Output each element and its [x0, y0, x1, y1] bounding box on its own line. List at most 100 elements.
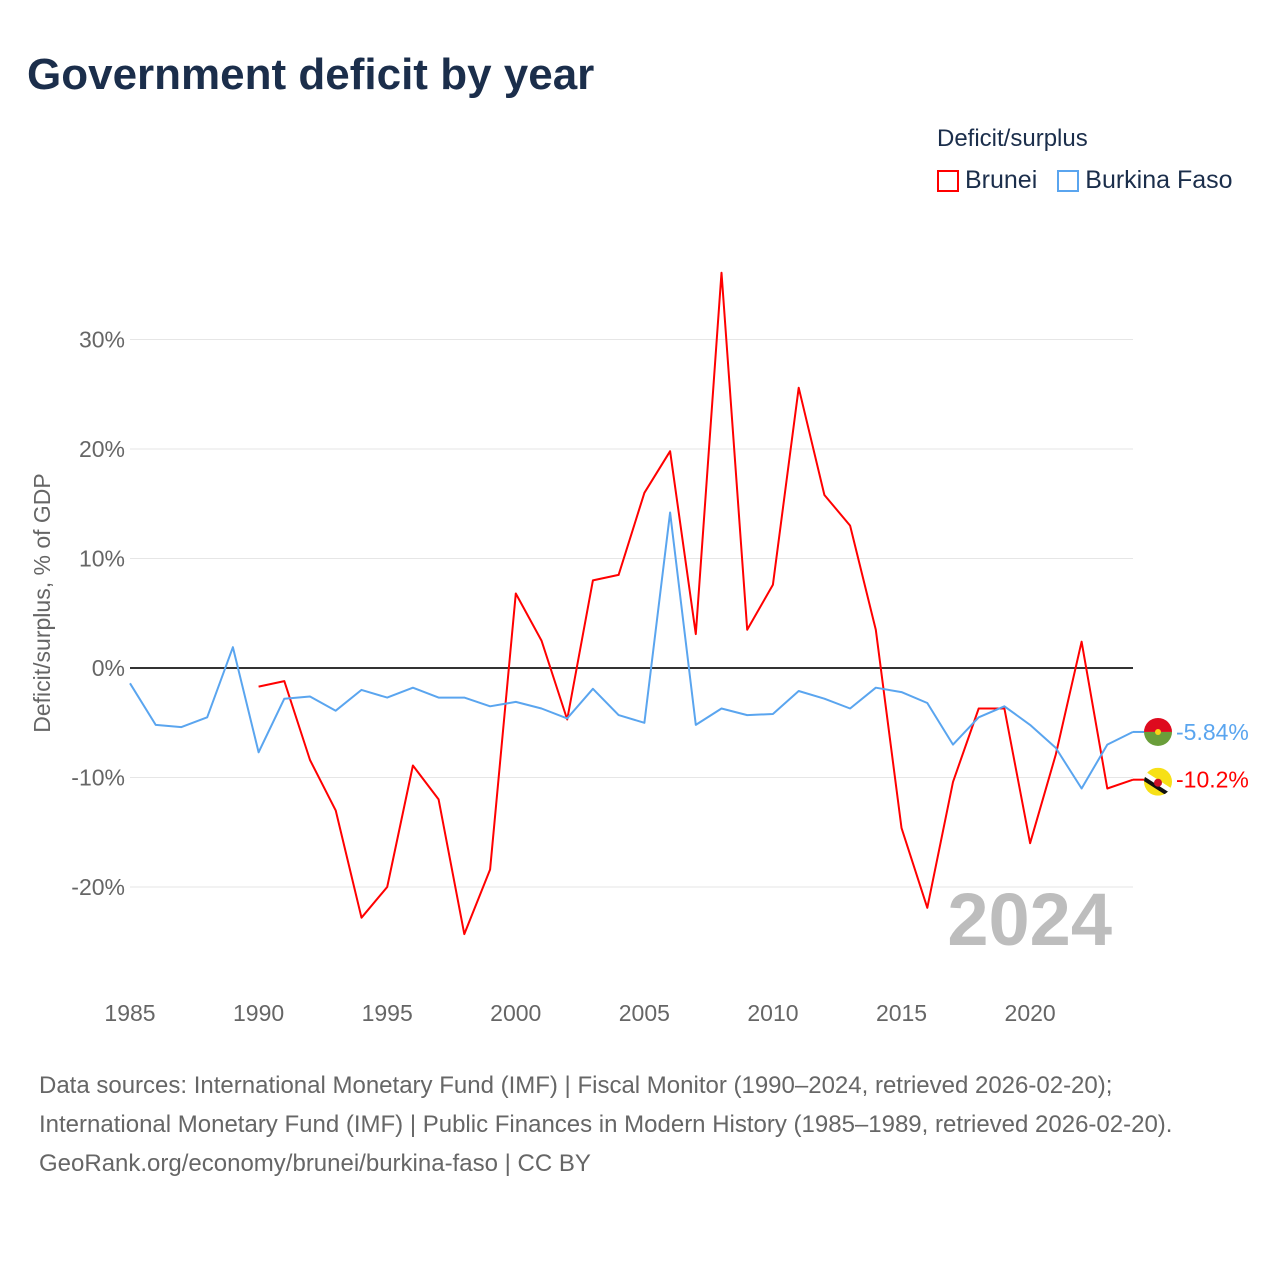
- legend-title: Deficit/surplus: [937, 125, 1088, 152]
- data-point: [153, 722, 158, 727]
- data-point: [488, 704, 493, 709]
- y-tick-label: -10%: [71, 765, 125, 791]
- data-point: [436, 797, 441, 802]
- data-point: [333, 708, 338, 713]
- data-point: [539, 638, 544, 643]
- end-value-label: -5.84%: [1176, 719, 1249, 745]
- data-point: [282, 679, 287, 684]
- data-point: [719, 270, 724, 275]
- data-point: [873, 627, 878, 632]
- data-point: [976, 706, 981, 711]
- data-point: [333, 808, 338, 813]
- data-point: [668, 510, 673, 515]
- burkina-faso-flag-icon: [1144, 717, 1172, 746]
- data-point: [565, 716, 570, 721]
- data-point: [410, 763, 415, 768]
- x-tick-label: 1985: [104, 1000, 155, 1026]
- data-point: [1105, 742, 1110, 747]
- legend-swatch-burkina-faso: [1057, 169, 1080, 192]
- data-point: [719, 706, 724, 711]
- data-point: [899, 825, 904, 830]
- data-point: [410, 685, 415, 690]
- x-tick-label: 2000: [490, 1000, 541, 1026]
- data-point: [668, 449, 673, 454]
- x-tick-label: 2015: [876, 1000, 927, 1026]
- data-point: [513, 699, 518, 704]
- data-point: [1079, 786, 1084, 791]
- data-point: [1028, 841, 1033, 846]
- series-line-brunei: [258, 271, 1134, 936]
- x-tick-label: 1990: [233, 1000, 284, 1026]
- data-point: [1053, 745, 1058, 750]
- data-point: [770, 711, 775, 716]
- data-point: [359, 915, 364, 920]
- end-value-label: -10.2%: [1176, 767, 1249, 793]
- legend-swatch-brunei: [937, 169, 959, 192]
- y-tick-label: 0%: [92, 655, 125, 681]
- data-point: [770, 582, 775, 587]
- data-point: [745, 713, 750, 718]
- data-point: [925, 905, 930, 910]
- y-tick-label: 20%: [79, 436, 125, 462]
- data-point: [436, 695, 441, 700]
- data-point: [462, 932, 467, 937]
- legend-label: Burkina Faso: [1085, 166, 1233, 194]
- data-point: [1079, 639, 1084, 644]
- chart-title: Government deficit by year: [27, 50, 595, 99]
- data-point: [873, 685, 878, 690]
- x-tick-label: 2005: [619, 1000, 670, 1026]
- data-point: [642, 490, 647, 495]
- x-tick-label: 2020: [1005, 1000, 1056, 1026]
- credit-link[interactable]: GeoRank.org/economy/brunei/burkina-faso …: [39, 1150, 591, 1177]
- data-point: [616, 713, 621, 718]
- legend-item-brunei[interactable]: Brunei: [937, 166, 1037, 195]
- legend-item-burkina-faso[interactable]: Burkina Faso: [1057, 166, 1233, 195]
- data-point: [539, 706, 544, 711]
- data-point: [745, 627, 750, 632]
- series-line-burkina-faso: [129, 511, 1134, 790]
- data-point: [179, 725, 184, 730]
- data-point: [925, 701, 930, 706]
- data-point: [796, 688, 801, 693]
- data-point: [590, 686, 595, 691]
- data-point: [256, 750, 261, 755]
- brunei-flag-icon: [1144, 767, 1172, 796]
- y-tick-label: 30%: [79, 327, 125, 353]
- data-point: [950, 742, 955, 747]
- data-point: [848, 523, 853, 528]
- year-watermark: 2024: [947, 878, 1112, 961]
- data-point: [1028, 722, 1033, 727]
- data-point: [462, 695, 467, 700]
- data-point: [385, 885, 390, 890]
- y-axis-label: Deficit/surplus, % of GDP: [29, 473, 55, 732]
- line-chart: 2024 30% 20% 10% 0% -10% -20% 1985 1990 1995 2000 2…: [29, 270, 1249, 1026]
- data-point: [513, 591, 518, 596]
- y-tick-label: -20%: [71, 874, 125, 900]
- data-point: [1053, 752, 1058, 757]
- data-point: [822, 492, 827, 497]
- data-point: [693, 722, 698, 727]
- legend: Brunei Burkina Faso: [937, 166, 1233, 195]
- data-point: [385, 695, 390, 700]
- x-tick-label: 2010: [747, 1000, 798, 1026]
- data-point: [256, 684, 261, 689]
- data-point: [642, 720, 647, 725]
- data-point: [796, 385, 801, 390]
- data-point: [950, 779, 955, 784]
- data-sources: Data sources: International Monetary Fun…: [39, 1072, 1173, 1138]
- data-point: [899, 690, 904, 695]
- x-tick-label: 1995: [362, 1000, 413, 1026]
- data-point: [976, 715, 981, 720]
- data-point: [205, 715, 210, 720]
- data-point: [590, 578, 595, 583]
- data-point: [308, 757, 313, 762]
- data-point: [693, 632, 698, 637]
- data-point: [616, 572, 621, 577]
- data-point: [308, 694, 313, 699]
- data-point: [359, 687, 364, 692]
- data-point: [1105, 786, 1110, 791]
- data-point: [230, 645, 235, 650]
- data-point: [282, 696, 287, 701]
- data-point: [822, 696, 827, 701]
- data-point: [848, 706, 853, 711]
